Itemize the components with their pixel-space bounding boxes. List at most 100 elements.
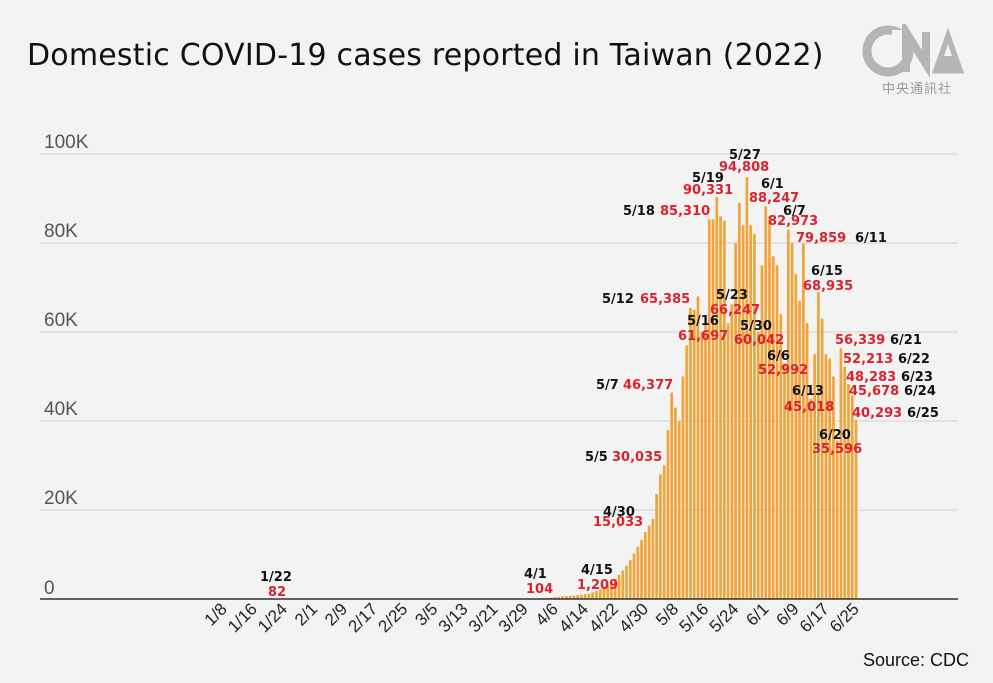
y-axis-ticks: 0 20K 40K 60K 80K 100K [44,132,89,599]
annotation-date: 5/12 [602,292,634,307]
x-tick-label: 6/1 [742,599,772,629]
bar [564,596,568,599]
annotation-value: 60,042 [734,333,784,348]
y-tick-label: 20K [44,488,78,509]
x-tick-label: 4/14 [555,599,592,636]
bar [647,525,651,599]
bar [760,265,764,599]
cna-logo-icon [862,18,965,78]
bar [756,331,760,599]
annotation-value: 79,859 [796,231,846,246]
bar [696,296,700,599]
bar [677,421,681,599]
bar [768,216,771,600]
annotation-date: 6/22 [898,352,930,367]
bar [640,539,643,599]
bar [817,292,820,599]
x-tick-label: 6/25 [826,599,863,636]
annotation-date: 6/6 [767,349,790,364]
bar [798,300,801,599]
annotation-date: 6/25 [907,406,939,421]
x-tick-label: 3/13 [435,599,472,636]
bar [722,220,726,599]
bar [557,596,561,599]
bar [707,219,711,599]
annotation-value: 85,310 [660,204,710,219]
annotation-value: 68,935 [803,279,853,294]
annotation-value: 104 [526,582,553,597]
bar [745,177,749,599]
x-tick-label: 1/24 [254,599,291,636]
annotation-value: 88,247 [749,191,799,206]
bar [790,243,794,599]
bar [847,384,850,599]
chart-grid [40,153,958,511]
bar [572,595,576,599]
bar [843,366,847,599]
bar [625,565,628,600]
annotation-date: 6/11 [855,231,887,246]
bar [779,314,783,599]
bar [636,546,640,599]
annotation-date: 6/1 [761,177,784,192]
bar [674,407,677,599]
bar [662,465,666,599]
annotation-date: 5/27 [729,148,761,163]
bar [666,429,670,599]
bar [715,197,719,599]
bar [583,594,587,599]
bar [850,395,854,599]
bar [730,304,734,599]
bar [655,493,658,599]
annotation-date: 6/13 [792,384,824,399]
annotation-date: 6/21 [890,333,922,348]
bar [786,229,790,599]
annotation-value: 48,283 [846,370,896,385]
bar [854,419,858,599]
annotation-date: 5/19 [692,171,724,186]
bar [617,574,621,599]
y-tick-label: 100K [44,132,89,153]
bar [828,358,832,599]
annotation-date: 5/5 [585,450,608,465]
annotation-value: 65,385 [640,292,690,307]
bar [805,323,809,599]
bar [726,323,730,599]
bar [602,587,606,599]
x-tick-label: 2/25 [375,599,412,636]
bar [659,474,662,599]
bar [598,589,602,599]
x-tick-label: 3/29 [495,599,532,636]
annotation-date: 1/22 [260,570,292,585]
bar [704,324,707,599]
chart-title: Domestic COVID-19 cases reported in Taiw… [27,38,824,73]
annotation-value: 94,808 [719,160,769,175]
annotation-value: 66,247 [710,303,760,318]
annotation-date: 5/23 [716,288,748,303]
y-tick-label: 40K [44,399,78,420]
bar [753,234,756,599]
cna-logo: 中央通訊社 [862,18,972,100]
bar [820,318,824,599]
bar [670,392,674,599]
bar [681,376,685,599]
annotation-date: 6/15 [811,264,843,279]
bar [749,225,753,599]
bar [771,256,775,599]
annotation-value: 56,339 [835,333,885,348]
bar [568,595,572,599]
y-tick-label: 80K [44,221,78,242]
y-tick-label: 60K [44,310,78,331]
x-tick-label: 1/16 [224,599,261,636]
source-note: Source: CDC [862,650,969,670]
annotation-value: 40,293 [852,406,902,421]
annotation-date: 5/18 [623,204,655,219]
annotation-value: 61,697 [678,329,728,344]
bar [613,578,617,599]
annotation-value: 30,035 [612,450,662,465]
bar [610,582,613,599]
annotation-date: 6/20 [819,428,851,443]
bar [719,216,722,600]
cna-logo-chinese: 中央通訊社 [881,82,952,97]
